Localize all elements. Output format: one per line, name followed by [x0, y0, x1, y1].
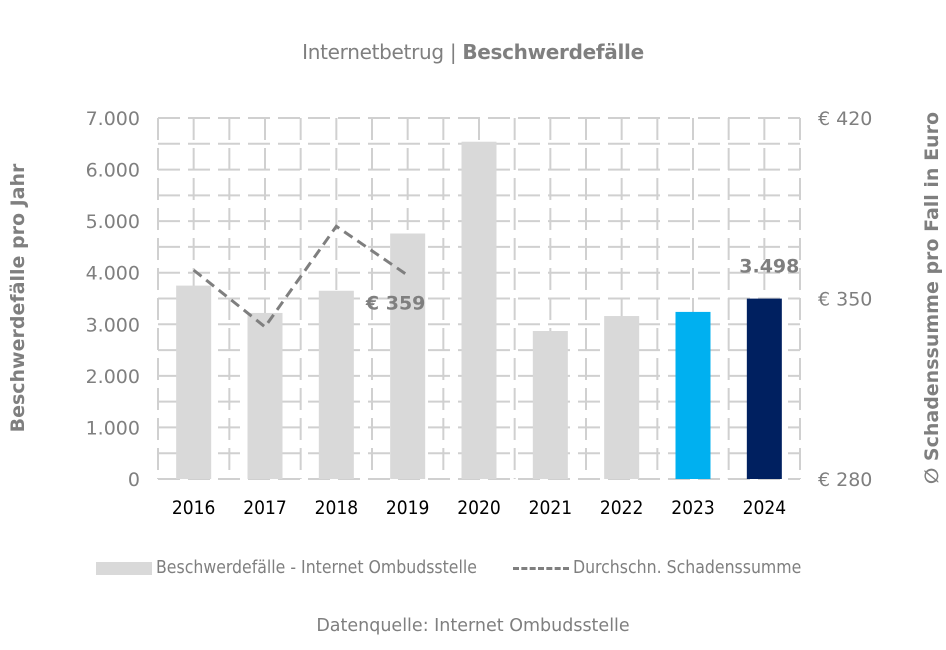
x-tick-label-2024: 2024 [743, 497, 787, 519]
source-note: Datenquelle: Internet Ombudsstelle [316, 616, 630, 636]
y-tick-label: 3.000 [86, 314, 140, 336]
x-tick-label-2020: 2020 [457, 497, 501, 519]
x-tick-label-2021: 2021 [529, 497, 573, 519]
legend: Beschwerdefälle - Internet Ombudsstelle … [96, 558, 801, 578]
y-axis-title-right: ∅ Schadenssumme pro Fall in Euro [921, 112, 943, 484]
chart-title: Internetbetrug | Beschwerdefälle [0, 40, 946, 64]
data-label-line-2019: € 359 [365, 292, 426, 314]
x-tick-label-2017: 2017 [243, 497, 287, 519]
y-tick-label: 5.000 [86, 211, 140, 233]
bar-2020 [461, 141, 497, 480]
bar-2019 [390, 233, 426, 479]
y-tick-label: 7.000 [86, 108, 140, 130]
x-tick-label-2023: 2023 [671, 497, 715, 519]
x-tick-label-2019: 2019 [386, 497, 430, 519]
y-right-tick-label: € 280 [818, 469, 872, 491]
bar-2023 [675, 311, 711, 479]
line-durchschn-schadenssumme [192, 224, 409, 330]
y-tick-label: 2.000 [86, 366, 140, 388]
bar-2016 [176, 285, 212, 479]
y-tick-label: 6.000 [86, 160, 140, 182]
bar-2017 [247, 312, 283, 479]
legend-bars-label: Beschwerdefälle - Internet Ombudsstelle [156, 558, 477, 578]
y-tick-label: 4.000 [86, 263, 140, 285]
x-tick-label-2022: 2022 [600, 497, 644, 519]
y-axis-title-left: Beschwerdefälle pro Jahr [7, 163, 29, 432]
x-tick-label-2018: 2018 [315, 497, 359, 519]
legend-line-swatch [512, 566, 569, 570]
bar-2018 [318, 290, 354, 479]
chart-title-prefix: Internetbetrug | [302, 40, 463, 64]
y-right-tick-label: € 420 [818, 108, 872, 130]
bar-2022 [604, 316, 640, 479]
y-tick-label: 0 [128, 469, 140, 491]
x-tick-label-2016: 2016 [172, 497, 216, 519]
legend-bar-swatch [96, 561, 152, 575]
bar-2024 [746, 298, 782, 479]
legend-line-label: Durchschn. Schadenssumme [572, 558, 802, 578]
y-tick-label: 1.000 [86, 417, 140, 439]
bar-2021 [532, 330, 568, 479]
data-label-2024: 3.498 [739, 256, 799, 278]
y-right-tick-label: € 350 [818, 289, 872, 311]
chart-title-main: Beschwerdefälle [462, 40, 644, 64]
